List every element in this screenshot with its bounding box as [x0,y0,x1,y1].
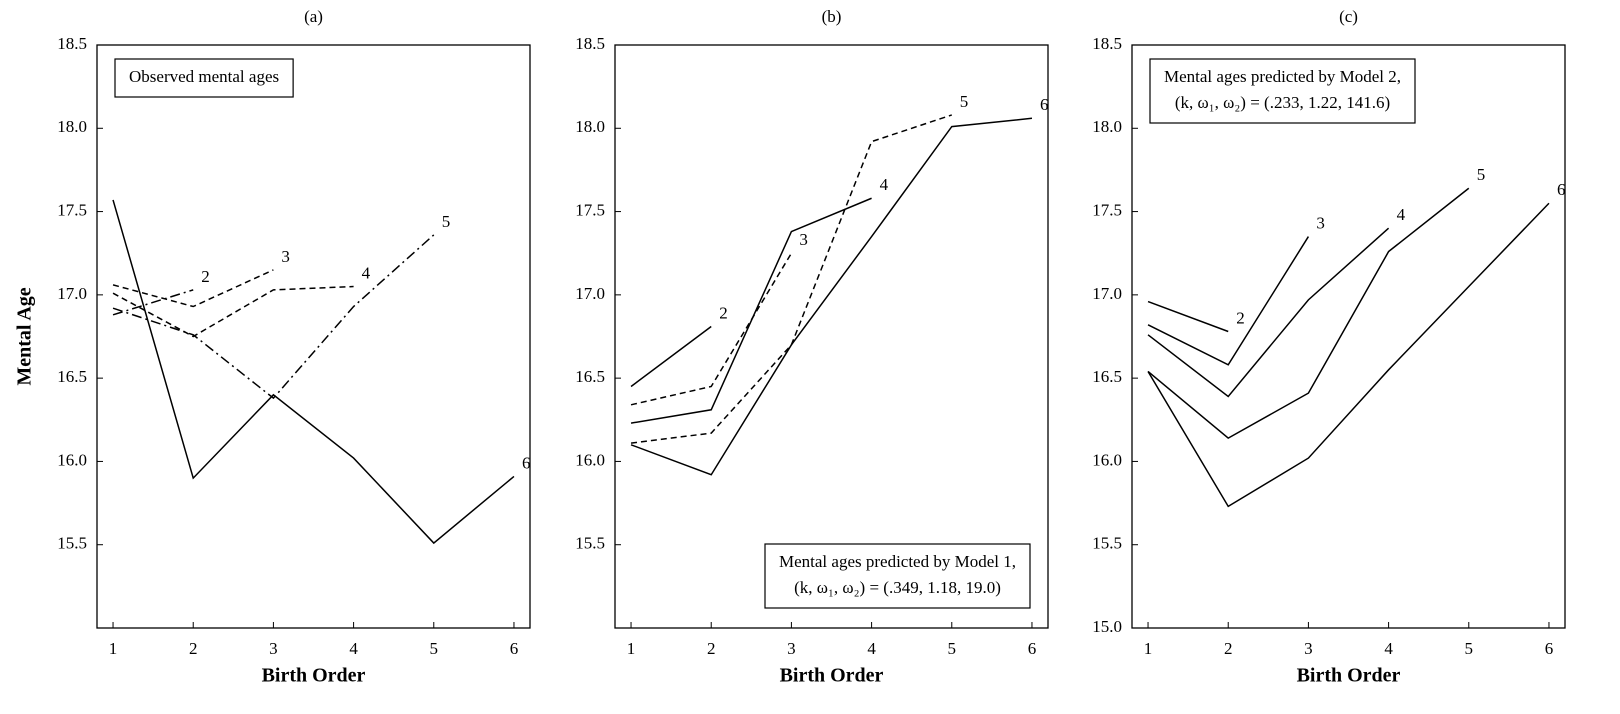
x-tick-label: 2 [707,639,716,658]
series-label: 2 [1236,308,1245,327]
x-tick-label: 4 [349,639,358,658]
y-tick-label: 15.0 [1092,617,1122,636]
series-line [630,252,793,406]
y-tick-label: 16.0 [575,450,605,469]
annotation: Observed mental ages [114,58,294,98]
series-line [1147,227,1390,398]
annotation-text: (k, ω₁, ω₂) = (.349, 1.18, 19.0) [794,578,1001,597]
series-label: 5 [1477,165,1486,184]
plot-frame [614,44,1049,629]
series-label: 3 [1316,213,1325,232]
x-tick-label: 4 [867,639,876,658]
series-line [1147,236,1310,366]
y-tick-label: 18.5 [1092,34,1122,53]
y-tick-label: 16.0 [1092,450,1122,469]
y-tick-label: 17.5 [1092,200,1122,219]
x-axis-label: Birth Order [262,665,366,687]
y-tick-label: 15.5 [575,534,605,553]
annotation-box [1149,58,1416,124]
annotation-text: Mental ages predicted by Model 1, [779,552,1016,571]
y-tick-label: 15.5 [57,534,87,553]
y-tick-label: 16.0 [57,450,87,469]
series-label: 6 [522,453,531,472]
x-tick-label: 5 [948,639,957,658]
y-tick-label: 17.0 [57,284,87,303]
series-line [112,285,354,338]
series-label: 3 [281,247,290,266]
annotation-text: Mental ages predicted by Model 2, [1164,67,1401,86]
annotation: Mental ages predicted by Model 2, (k, ω₁,… [1149,58,1416,124]
annotation-text: (k, ω₁, ω₂) = (.233, 1.22, 141.6) [1175,93,1390,112]
plot-frame [1131,44,1566,629]
panel: (a) Birth Order Mental Age 15.5 16.0 16.5 17.0… [14,7,531,687]
panel-title: (c) [1339,7,1358,26]
y-tick-label: 16.5 [575,367,605,386]
panel-title: (b) [822,7,842,26]
annotation: Mental ages predicted by Model 1, (k, ω₁,… [764,543,1031,609]
series-label: 5 [960,92,969,111]
x-tick-label: 6 [1545,639,1554,658]
x-tick-label: 4 [1384,639,1393,658]
y-tick-label: 18.0 [575,117,605,136]
series-label: 6 [1040,95,1049,114]
y-tick-label: 16.5 [57,367,87,386]
series-line [630,114,953,444]
series-label: 4 [362,263,371,282]
series-line [112,234,435,400]
y-tick-label: 17.5 [575,200,605,219]
series-label: 6 [1557,180,1566,199]
series-label: 2 [201,267,210,286]
series-line [112,199,515,545]
series-line [1147,202,1550,508]
x-axis-label: Birth Order [1297,665,1401,687]
series-label: 2 [719,303,728,322]
y-axis-label: Mental Age [14,287,36,385]
series-label: 4 [880,175,889,194]
y-tick-label: 18.0 [1092,117,1122,136]
series-label: 3 [799,230,808,249]
x-tick-label: 2 [189,639,198,658]
x-tick-label: 2 [1224,639,1233,658]
x-tick-label: 5 [1465,639,1474,658]
series-line [630,197,872,424]
y-tick-label: 18.0 [57,117,87,136]
y-tick-label: 17.5 [57,200,87,219]
series-line [630,117,1033,476]
x-tick-label: 6 [510,639,519,658]
y-tick-label: 18.5 [575,34,605,53]
x-tick-label: 6 [1028,639,1037,658]
y-tick-label: 16.5 [1092,367,1122,386]
annotation-text: Observed mental ages [129,67,279,86]
x-tick-label: 1 [627,639,636,658]
x-axis-label: Birth Order [780,665,884,687]
y-tick-label: 15.5 [1092,534,1122,553]
y-tick-label: 17.0 [1092,284,1122,303]
panel-title: (a) [304,7,323,26]
series-line [112,269,274,308]
annotation-box [764,543,1031,609]
series-line [1147,300,1229,333]
panel: (c) Birth Order 15.0 15.5 16.0 16.5 17.0 17.5 18… [1092,7,1566,687]
annotation-box [114,58,294,98]
x-tick-label: 1 [109,639,118,658]
series-label: 5 [442,212,451,231]
series-line [630,325,712,388]
series-line [112,289,194,316]
x-tick-label: 3 [269,639,278,658]
x-tick-label: 3 [787,639,796,658]
panel: (b) Birth Order 15.5 16.0 16.5 17.0 17.5 18.0 18… [575,7,1049,687]
x-tick-label: 5 [430,639,439,658]
series-label: 4 [1397,205,1406,224]
x-tick-label: 1 [1144,639,1153,658]
y-tick-label: 18.5 [57,34,87,53]
series-line [1147,187,1470,440]
plot-frame [96,44,531,629]
y-tick-label: 17.0 [575,284,605,303]
x-tick-label: 3 [1304,639,1313,658]
